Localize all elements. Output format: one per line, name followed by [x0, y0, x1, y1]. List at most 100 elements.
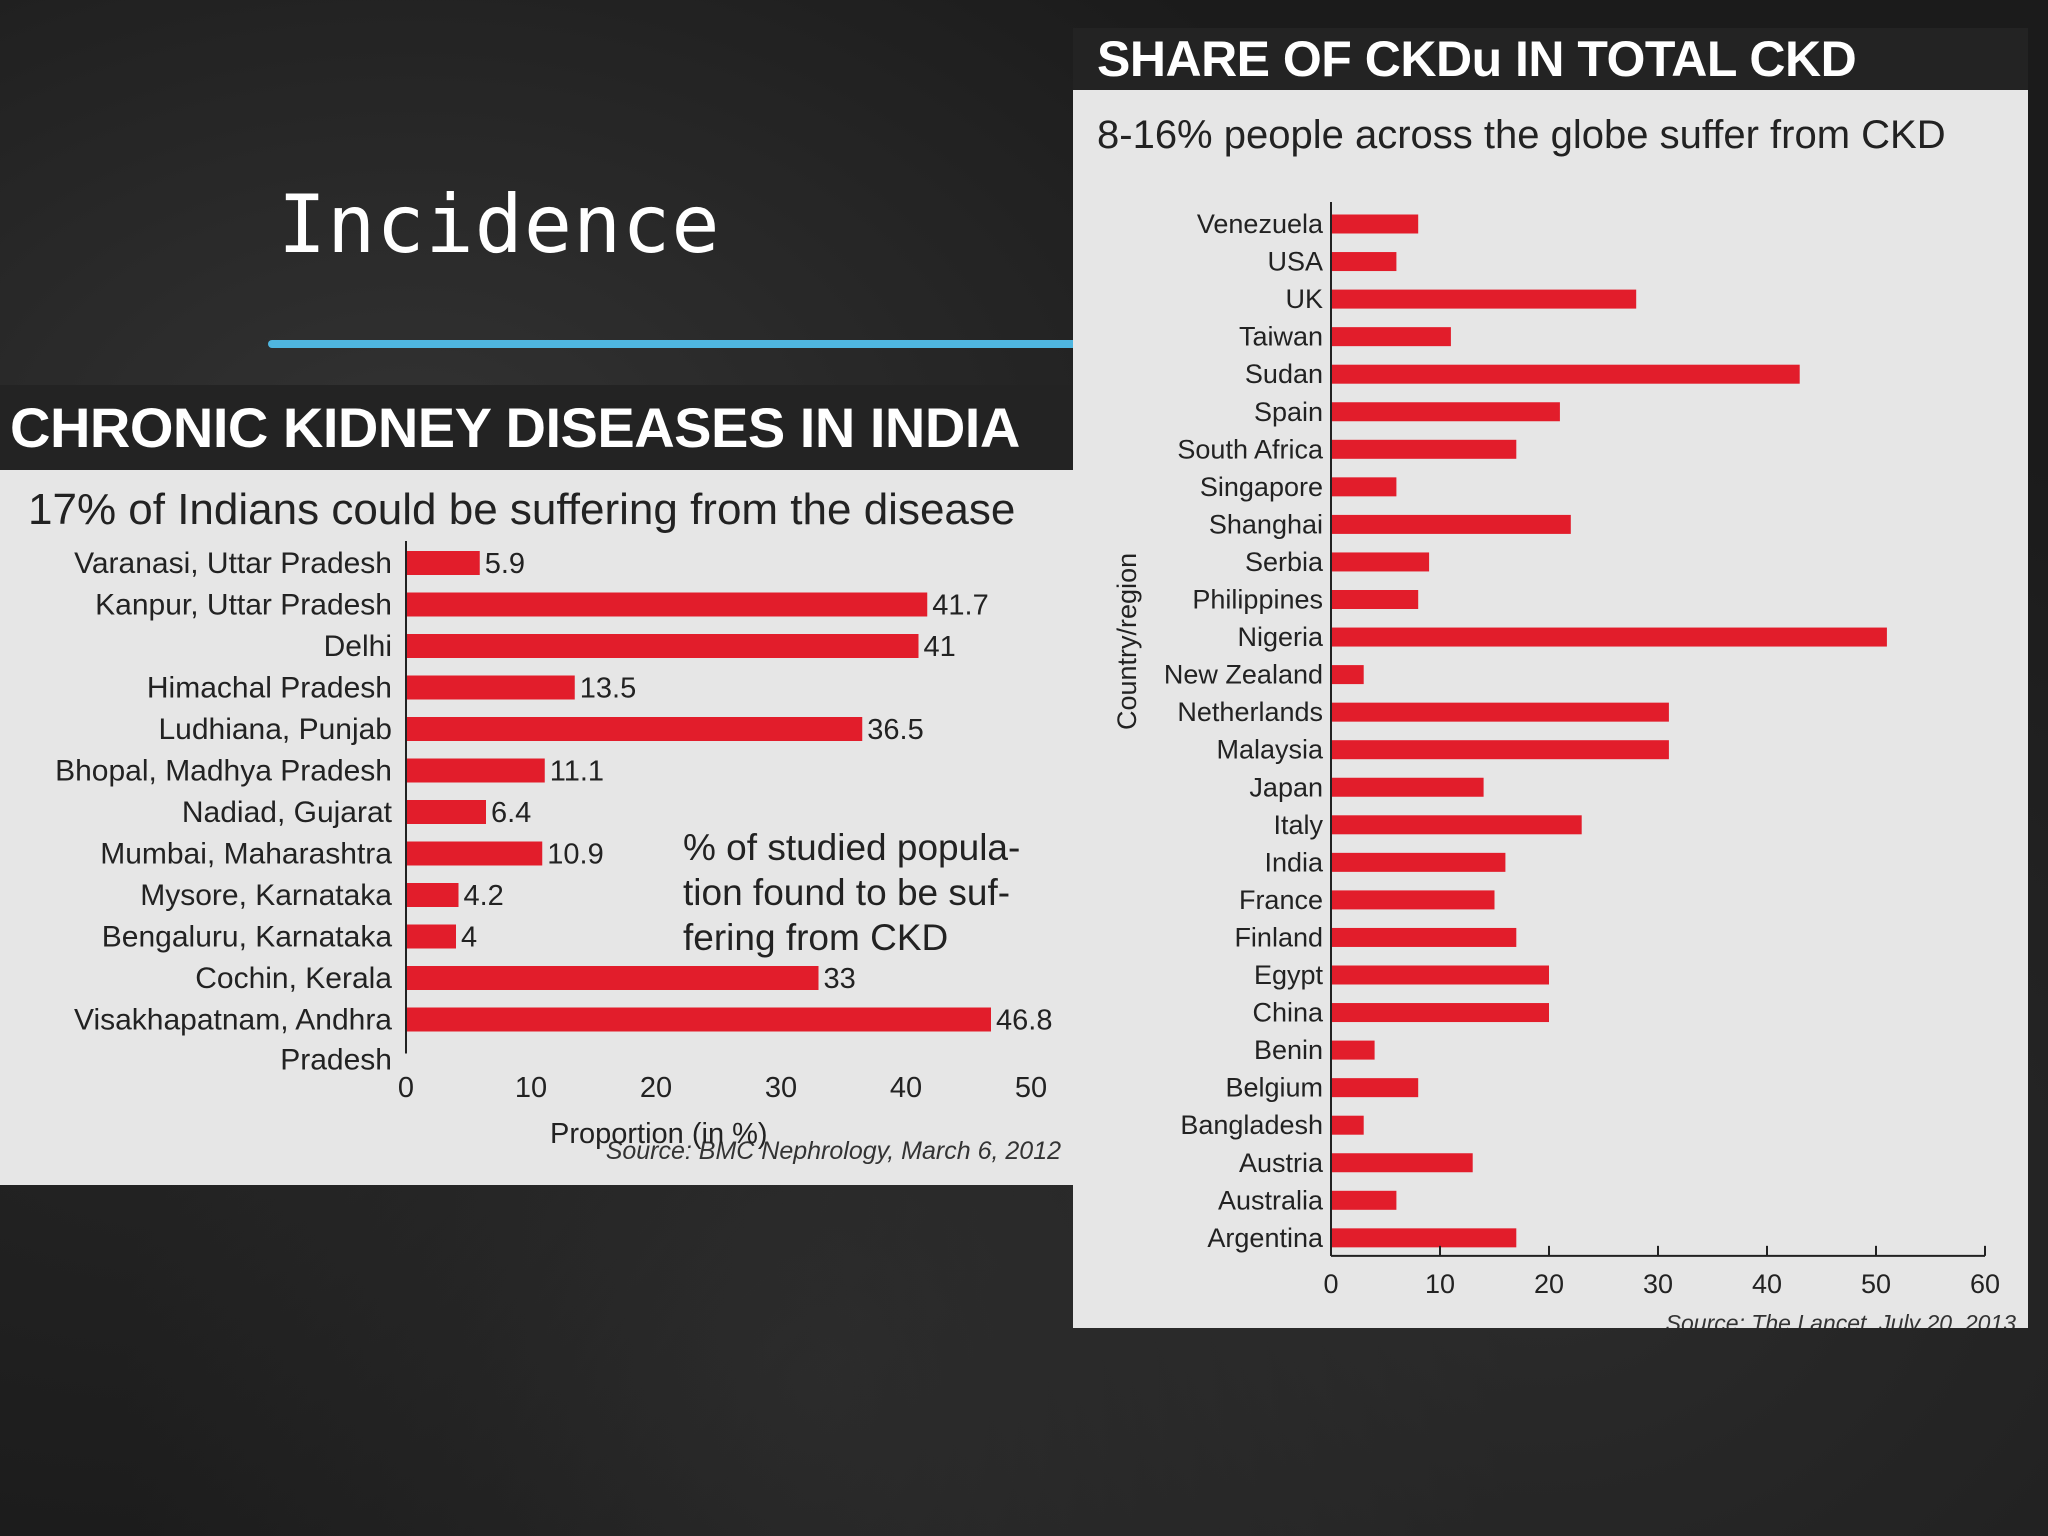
- global-bar: [1332, 1190, 1397, 1210]
- india-x-tick: 0: [398, 1072, 414, 1104]
- india-category-label: Visakhapatnam, Andhra Pradesh: [74, 1004, 392, 1077]
- global-x-tick: 50: [1861, 1269, 1891, 1299]
- global-category-label: India: [1264, 847, 1324, 877]
- india-value-label: 4.2: [464, 880, 504, 912]
- india-x-tick: 30: [765, 1072, 797, 1104]
- global-bar: [1332, 1003, 1549, 1023]
- global-bar: [1332, 590, 1419, 609]
- india-category-label: Ludhiana, Punjab: [158, 713, 392, 746]
- global-category-label: Netherlands: [1177, 697, 1323, 727]
- india-bar: [407, 800, 486, 824]
- global-bar: [1332, 740, 1669, 760]
- global-category-label: France: [1239, 885, 1323, 915]
- india-value-label: 33: [824, 963, 856, 995]
- global-chart-source: Source: The Lancet, July 20, 2013: [1665, 1310, 2016, 1328]
- global-bar: [1332, 364, 1800, 384]
- global-bar: [1332, 477, 1397, 497]
- india-category-label: Bhopal, Madhya Pradesh: [55, 755, 392, 788]
- india-category-label: Nadiad, Gujarat: [182, 796, 393, 829]
- global-category-label: Finland: [1234, 922, 1323, 952]
- india-category-label: Bengaluru, Karnataka: [102, 921, 393, 954]
- india-bar: [407, 758, 545, 783]
- india-bar: [407, 883, 459, 907]
- global-category-label: Nigeria: [1237, 622, 1324, 652]
- global-chart-xlabel: Proportion (in %): [550, 1118, 768, 1150]
- global-category-label: UK: [1285, 284, 1323, 314]
- global-bar: [1332, 514, 1571, 534]
- india-value-label: 41: [924, 631, 956, 663]
- global-category-label: Italy: [1273, 810, 1323, 840]
- global-category-label: China: [1252, 998, 1324, 1028]
- india-category-label: Cochin, Kerala: [195, 962, 392, 995]
- india-x-tick: 10: [515, 1072, 547, 1104]
- global-category-label: Argentina: [1207, 1223, 1324, 1253]
- global-bar: [1332, 852, 1506, 872]
- global-category-label: Philippines: [1192, 585, 1323, 615]
- global-chart-ylabel: Country/region: [1112, 552, 1142, 730]
- india-chart-source: Source: BMC Nephrology, March 6, 2012: [605, 1137, 1061, 1165]
- india-bar: [407, 966, 819, 990]
- global-bar: [1332, 327, 1451, 347]
- india-value-label: 10.9: [547, 839, 603, 871]
- india-bar-chart: 5.9 Varanasi, Uttar Pradesh 41.7 Kanpur, Ut…: [55, 541, 1052, 1104]
- india-bar: [407, 634, 919, 658]
- global-category-label: Benin: [1254, 1035, 1323, 1065]
- global-x-tick: 60: [1970, 1269, 2000, 1299]
- global-bar: [1332, 702, 1669, 722]
- global-bar: [1332, 890, 1495, 910]
- global-category-label: USA: [1267, 247, 1323, 277]
- global-bar: [1332, 1115, 1364, 1135]
- global-category-label: Spain: [1254, 397, 1323, 427]
- global-category-label: Malaysia: [1216, 735, 1324, 765]
- global-chart-title: SHARE OF CKDu IN TOTAL CKD: [1073, 28, 2028, 90]
- india-bar: [407, 551, 480, 575]
- global-category-label: Singapore: [1200, 472, 1323, 502]
- global-bar: [1332, 1040, 1375, 1060]
- global-bar: [1332, 1228, 1517, 1248]
- global-bar: [1332, 1153, 1473, 1173]
- global-category-label: Japan: [1249, 772, 1323, 802]
- india-category-label: Kanpur, Uttar Pradesh: [95, 589, 392, 622]
- india-bar: [407, 1007, 991, 1032]
- india-x-tick: 20: [640, 1072, 672, 1104]
- global-x-tick: 40: [1752, 1269, 1782, 1299]
- india-ckd-chart-panel: CHRONIC KIDNEY DISEASES IN INDIA 17% of …: [0, 385, 1073, 1185]
- india-category-label: Varanasi, Uttar Pradesh: [74, 547, 392, 580]
- global-bar: [1332, 965, 1549, 985]
- global-bar: [1332, 777, 1484, 797]
- global-category-label: Austria: [1239, 1148, 1324, 1178]
- global-bar: [1332, 815, 1582, 835]
- india-category-label: Mysore, Karnataka: [140, 879, 392, 912]
- global-bar: [1332, 552, 1430, 572]
- slide-title: Incidence: [278, 178, 721, 271]
- global-x-tick: 0: [1323, 1269, 1338, 1299]
- global-x-tick: 10: [1425, 1269, 1455, 1299]
- global-bar: [1332, 252, 1397, 272]
- global-bar: [1332, 402, 1560, 422]
- global-category-label: Australia: [1218, 1185, 1324, 1215]
- global-category-label: Serbia: [1245, 547, 1324, 577]
- global-x-tick: 20: [1534, 1269, 1564, 1299]
- india-value-label: 41.7: [932, 590, 988, 622]
- india-chart-title: CHRONIC KIDNEY DISEASES IN INDIA: [0, 385, 1073, 470]
- india-value-label: 5.9: [485, 548, 525, 580]
- title-underline: [268, 340, 1078, 348]
- global-category-label: Sudan: [1245, 359, 1323, 389]
- india-value-label: 36.5: [867, 714, 923, 746]
- ckdu-share-chart-panel: SHARE OF CKDu IN TOTAL CKD 8-16% people …: [1073, 28, 2028, 1328]
- india-bar: [407, 924, 456, 949]
- global-bar: [1332, 214, 1419, 234]
- global-category-label: South Africa: [1177, 434, 1324, 464]
- india-category-label: Himachal Pradesh: [147, 672, 392, 705]
- india-value-label: 11.1: [550, 756, 604, 788]
- india-value-label: 13.5: [580, 673, 636, 705]
- global-category-label: Egypt: [1254, 960, 1324, 990]
- india-category-label: Delhi: [324, 630, 392, 663]
- india-bar: [407, 717, 863, 741]
- global-category-label: Belgium: [1225, 1073, 1323, 1103]
- india-chart-subtitle: 17% of Indians could be suffering from t…: [28, 485, 1016, 534]
- global-category-label: New Zealand: [1164, 660, 1323, 690]
- india-chart-annotation: % of studied popula- tion found to be su…: [683, 827, 1021, 958]
- global-bar: [1332, 665, 1364, 685]
- india-x-tick: 50: [1015, 1072, 1047, 1104]
